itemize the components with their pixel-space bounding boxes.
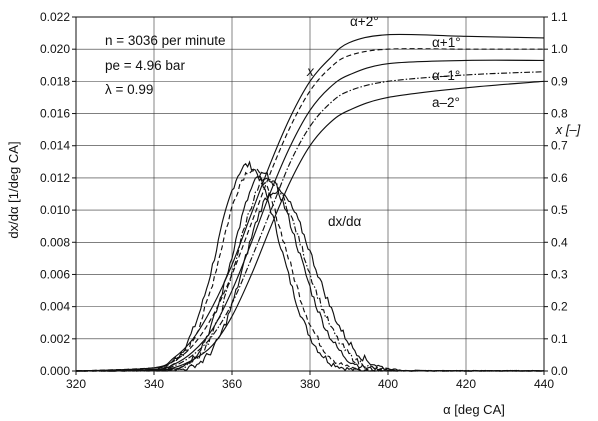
burn-rate-curve xyxy=(76,177,545,372)
pressure-annotation: pe = 4.96 bar xyxy=(105,58,185,73)
alpha-minus1-label: α–1° xyxy=(432,68,460,83)
y-left-tick-label: 0.010 xyxy=(40,203,70,217)
x-tick-label: 320 xyxy=(66,377,86,391)
y-right-tick-label: 1.1 xyxy=(551,10,568,24)
alpha-plus2-label: α+2° xyxy=(350,14,379,29)
y-right-tick-label: 0.6 xyxy=(551,171,568,185)
x-axis-label: α [deg CA] xyxy=(443,402,505,417)
ticks: 320 340 360 380 400 420 4400.0000.0020.0040.00… xyxy=(40,10,568,391)
y-right-tick-label: 0.2 xyxy=(551,300,568,314)
alpha-plus1-label: α+1° xyxy=(432,35,461,50)
y-right-tick-label: 0.1 xyxy=(551,332,568,346)
x-tick-label: 360 xyxy=(222,377,242,391)
y-left-tick-label: 0.018 xyxy=(40,74,70,88)
x-tick-label: 400 xyxy=(378,377,398,391)
y-left-tick-label: 0.022 xyxy=(40,10,70,24)
lambda-annotation: λ = 0.99 xyxy=(105,82,153,97)
speed-annotation: n = 3036 per minute xyxy=(105,33,225,48)
y-left-tick-label: 0.002 xyxy=(40,332,70,346)
y-right-tick-label: 0.4 xyxy=(551,235,568,249)
y-axis-label-left: dx/dα [1/deg CA] xyxy=(6,141,21,238)
x-curve-label: x xyxy=(306,64,315,79)
rate-curve-label: dx/dα xyxy=(328,214,362,229)
y-right-tick-label: 0.8 xyxy=(551,107,568,121)
mass-fraction-curve xyxy=(75,80,545,372)
x-tick-label: 380 xyxy=(300,377,320,391)
mass-fraction-curve xyxy=(75,33,545,372)
y-right-tick-label: 0.3 xyxy=(551,267,568,281)
y-right-tick-label: 1.0 xyxy=(551,42,568,56)
y-axis-label-right: x [–] xyxy=(555,122,581,137)
y-right-tick-label: 0.7 xyxy=(551,139,568,153)
y-left-tick-label: 0.008 xyxy=(40,235,70,249)
y-right-tick-label: 0.9 xyxy=(551,74,568,88)
y-left-tick-label: 0.016 xyxy=(40,107,70,121)
y-right-tick-label: 0.0 xyxy=(551,364,568,378)
y-left-tick-label: 0.000 xyxy=(40,364,70,378)
y-left-tick-label: 0.014 xyxy=(40,139,70,153)
y-left-tick-label: 0.020 xyxy=(40,42,70,56)
alpha-minus2-label: a–2° xyxy=(432,95,460,110)
x-tick-label: 340 xyxy=(144,377,164,391)
y-right-tick-label: 0.5 xyxy=(551,203,568,217)
y-left-tick-label: 0.012 xyxy=(40,171,70,185)
x-tick-label: 440 xyxy=(534,377,554,391)
mass-fraction-curve xyxy=(75,59,545,372)
x-tick-label: 420 xyxy=(456,377,476,391)
y-left-tick-label: 0.006 xyxy=(40,267,70,281)
y-left-tick-label: 0.004 xyxy=(40,300,70,314)
